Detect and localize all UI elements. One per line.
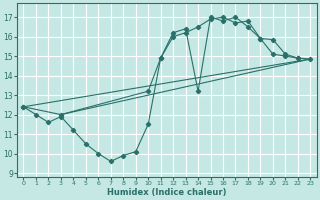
X-axis label: Humidex (Indice chaleur): Humidex (Indice chaleur) [107,188,227,197]
